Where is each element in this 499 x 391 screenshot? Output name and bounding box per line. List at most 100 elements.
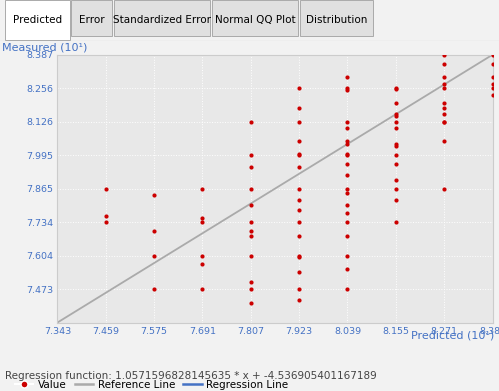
Point [343, 152, 351, 158]
FancyBboxPatch shape [300, 0, 373, 36]
Point [247, 253, 255, 259]
Point [199, 215, 207, 221]
Point [247, 233, 255, 239]
Point [440, 118, 448, 125]
Point [295, 253, 303, 260]
Point [247, 164, 255, 170]
Point [440, 81, 448, 88]
Point [343, 185, 351, 192]
FancyBboxPatch shape [212, 0, 298, 36]
Point [392, 219, 400, 225]
Point [295, 286, 303, 292]
Point [440, 85, 448, 91]
Point [102, 185, 110, 192]
Point [295, 164, 303, 170]
Point [343, 233, 351, 239]
Point [392, 177, 400, 183]
Point [247, 300, 255, 306]
Point [295, 185, 303, 192]
Point [343, 266, 351, 273]
Point [392, 197, 400, 203]
Point [295, 138, 303, 144]
Point [199, 261, 207, 267]
Point [343, 74, 351, 80]
Point [102, 212, 110, 219]
Point [489, 81, 497, 88]
Text: Regression function: 1.0571596828145635 * x + -4.536905401167189: Regression function: 1.0571596828145635 … [5, 371, 377, 381]
Point [489, 92, 497, 98]
Point [440, 74, 448, 80]
Point [343, 253, 351, 259]
Point [247, 279, 255, 285]
Point [295, 269, 303, 275]
Point [392, 143, 400, 149]
Point [247, 118, 255, 125]
Point [489, 61, 497, 67]
Point [343, 85, 351, 91]
Point [440, 111, 448, 117]
Point [343, 125, 351, 131]
Point [489, 85, 497, 91]
FancyBboxPatch shape [114, 0, 210, 36]
Point [295, 197, 303, 203]
Point [489, 52, 497, 58]
Text: Measured (10¹): Measured (10¹) [2, 43, 88, 53]
Point [150, 253, 158, 259]
FancyBboxPatch shape [71, 0, 112, 36]
Point [343, 118, 351, 125]
Point [343, 138, 351, 144]
Point [392, 185, 400, 192]
Point [199, 185, 207, 192]
Point [343, 202, 351, 208]
Point [392, 113, 400, 119]
Text: Predicted: Predicted [13, 15, 62, 25]
Point [295, 152, 303, 158]
Legend: Value, Reference Line, Regression Line: Value, Reference Line, Regression Line [15, 380, 288, 390]
Text: Normal QQ Plot: Normal QQ Plot [215, 15, 295, 25]
Point [295, 118, 303, 125]
Point [150, 192, 158, 198]
Point [343, 210, 351, 216]
Point [102, 219, 110, 225]
Point [150, 228, 158, 234]
Point [392, 118, 400, 125]
Point [295, 207, 303, 213]
Point [440, 138, 448, 144]
Text: Standardized Error: Standardized Error [113, 15, 211, 25]
Point [295, 219, 303, 225]
Point [343, 161, 351, 167]
Point [247, 185, 255, 192]
Point [440, 61, 448, 67]
Point [295, 105, 303, 111]
Point [247, 202, 255, 208]
Point [343, 141, 351, 147]
Point [440, 105, 448, 111]
Point [295, 85, 303, 91]
Point [247, 152, 255, 158]
Point [343, 286, 351, 292]
Point [199, 253, 207, 259]
Point [343, 151, 351, 157]
Point [392, 161, 400, 167]
Point [392, 100, 400, 106]
Point [295, 151, 303, 157]
Point [392, 86, 400, 92]
Point [343, 189, 351, 196]
Point [247, 286, 255, 292]
Point [440, 100, 448, 106]
Text: Predicted (10¹): Predicted (10¹) [411, 330, 494, 341]
Point [440, 118, 448, 125]
Point [343, 171, 351, 178]
Point [343, 87, 351, 93]
Point [392, 152, 400, 158]
Point [247, 228, 255, 234]
Point [199, 286, 207, 292]
Point [247, 219, 255, 225]
Point [295, 233, 303, 239]
Point [295, 253, 303, 259]
Point [392, 141, 400, 147]
Point [295, 297, 303, 303]
Point [489, 74, 497, 80]
Point [440, 52, 448, 58]
Point [199, 219, 207, 225]
